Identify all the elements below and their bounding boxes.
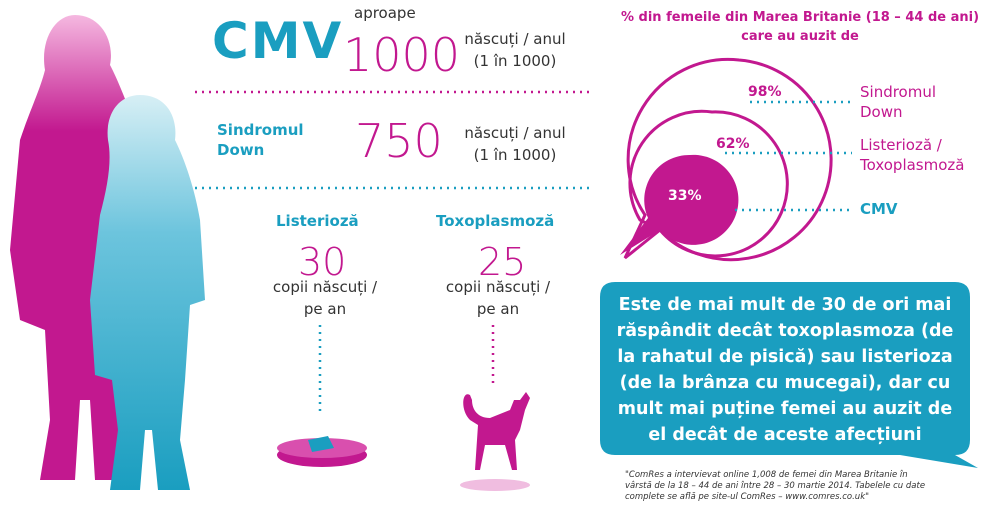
toxoplasmosis-caption: copii născuți / pe an: [438, 276, 558, 320]
listeriosis-title: Listerioză: [276, 212, 359, 230]
infographic: CMV aproape 1000 născuți / anul (1 în 10…: [0, 0, 996, 509]
toxoplasmosis-title: Toxoplasmoză: [436, 212, 554, 230]
down-ratio: (1 în 1000): [450, 144, 580, 166]
down-title: Sindromul Down: [217, 120, 307, 160]
cmv-rate: născuți / anul: [450, 28, 580, 50]
awareness-label: Sindromul Down: [860, 82, 940, 122]
awareness-label: CMV: [860, 200, 898, 218]
down-rate: născuți / anul: [450, 122, 580, 144]
down-number: 750: [355, 118, 443, 164]
cat-shadow: [460, 479, 530, 491]
cmv-title: CMV: [212, 12, 343, 70]
callout-text: Este de mai mult de 30 de ori mai răspân…: [612, 292, 958, 448]
awareness-value: 98%: [748, 84, 782, 100]
footnote: "ComRes a intervievat online 1,008 de fe…: [625, 470, 935, 503]
awareness-title: % din femeile din Marea Britanie (18 – 4…: [620, 8, 980, 46]
cat-icon: [463, 392, 530, 470]
awareness-value: 62%: [716, 136, 750, 152]
cmv-number: 1000: [343, 32, 460, 78]
listeriosis-caption: copii născuți / pe an: [265, 276, 385, 320]
cmv-ratio: (1 în 1000): [450, 50, 580, 72]
cmv-prefix: aproape: [354, 4, 416, 22]
awareness-label: Listerioză / Toxoplasmoză: [860, 135, 980, 175]
awareness-value: 33%: [668, 188, 702, 204]
